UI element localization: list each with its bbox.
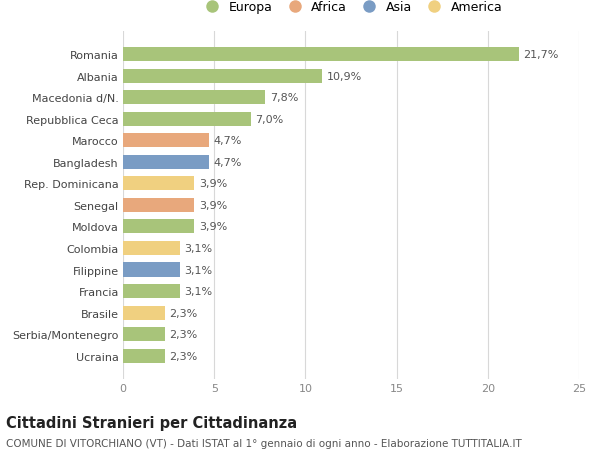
Text: 4,7%: 4,7% [213,136,242,146]
Bar [123,156,209,169]
Bar [123,134,209,148]
Bar [123,285,179,298]
Text: 3,9%: 3,9% [199,222,227,232]
Text: COMUNE DI VITORCHIANO (VT) - Dati ISTAT al 1° gennaio di ogni anno - Elaborazion: COMUNE DI VITORCHIANO (VT) - Dati ISTAT … [6,438,522,448]
Bar [123,349,165,363]
Text: 4,7%: 4,7% [213,157,242,168]
Bar [123,327,165,341]
Text: 3,1%: 3,1% [184,286,212,297]
Text: Cittadini Stranieri per Cittadinanza: Cittadini Stranieri per Cittadinanza [6,415,297,431]
Legend: Europa, Africa, Asia, America: Europa, Africa, Asia, America [194,0,508,19]
Text: 3,9%: 3,9% [199,201,227,210]
Text: 7,8%: 7,8% [270,93,298,103]
Bar [123,112,251,126]
Bar [123,69,322,84]
Text: 3,1%: 3,1% [184,243,212,253]
Text: 2,3%: 2,3% [170,351,198,361]
Text: 7,0%: 7,0% [255,114,283,124]
Text: 2,3%: 2,3% [170,308,198,318]
Text: 3,1%: 3,1% [184,265,212,275]
Bar [123,306,165,320]
Bar [123,263,179,277]
Bar [123,91,265,105]
Text: 10,9%: 10,9% [326,72,362,81]
Text: 2,3%: 2,3% [170,330,198,339]
Text: 3,9%: 3,9% [199,179,227,189]
Bar [123,177,194,191]
Bar [123,220,194,234]
Bar [123,241,179,255]
Bar [123,198,194,213]
Bar [123,48,519,62]
Text: 21,7%: 21,7% [523,50,559,60]
